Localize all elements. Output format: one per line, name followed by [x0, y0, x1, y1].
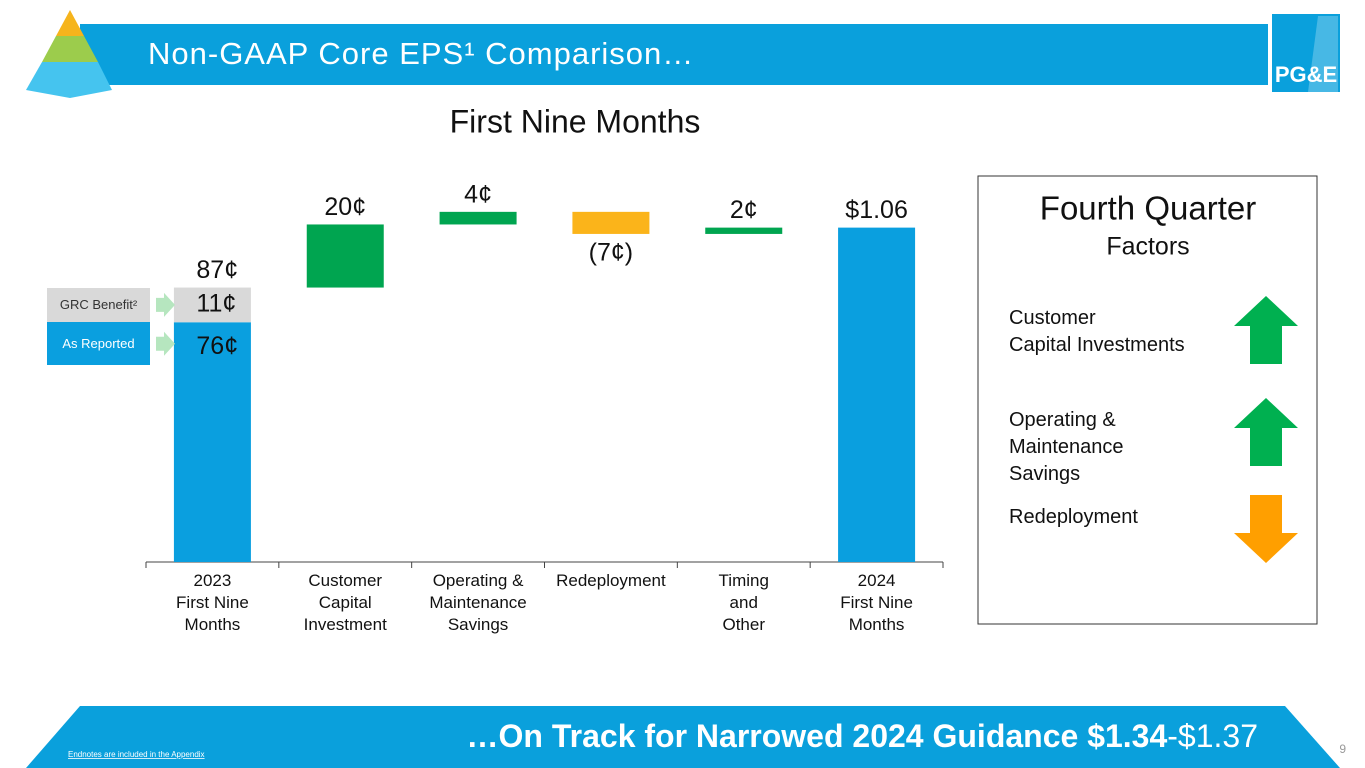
chart-title: First Nine Months [450, 103, 701, 139]
bar [705, 227, 783, 234]
bar [838, 227, 916, 563]
segment-label: 76¢ [196, 332, 238, 360]
segment-arrow [156, 292, 175, 317]
banner-bold: …On Track for Narrowed 2024 Guidance $1.… [467, 718, 1168, 754]
factors-title: Fourth Quarter [1040, 190, 1256, 227]
page-number: 9 [1339, 742, 1346, 756]
bar-segment [173, 322, 251, 562]
bar [439, 211, 517, 225]
x-tick-label: Redeployment [556, 571, 666, 590]
value-label: 4¢ [464, 180, 492, 208]
banner-rest: -$1.37 [1167, 718, 1258, 754]
x-tick-label: 2023 First Nine Months [176, 571, 249, 634]
x-tick-label: 2024 First Nine Months [840, 571, 913, 634]
logo [1272, 14, 1340, 92]
banner-text: …On Track for Narrowed 2024 Guidance $1.… [467, 718, 1258, 754]
bar [306, 224, 384, 288]
factors-subtitle: Factors [1106, 233, 1189, 261]
footnote: Endnotes are included in the Appendix [68, 750, 205, 759]
segment-name: GRC Benefit² [47, 287, 150, 323]
x-tick-label: Operating & Maintenance Savings [429, 571, 527, 634]
bar-segment [173, 287, 251, 323]
value-label: (7¢) [589, 239, 633, 267]
x-tick-label: Timing and Other [718, 571, 769, 634]
factor-label: Customer Capital Investments [1009, 307, 1185, 356]
factors-panel [977, 175, 1318, 625]
header-band [80, 24, 1268, 85]
segment-name: As Reported [47, 322, 150, 366]
factor-arrow [1234, 296, 1298, 364]
x-tick-label: Customer Capital Investment [303, 571, 387, 634]
value-label: 20¢ [324, 193, 366, 221]
value-label: 2¢ [730, 196, 758, 224]
factor-arrow [1234, 495, 1298, 563]
segment-label: 11¢ [196, 290, 236, 318]
value-label: $1.06 [845, 196, 908, 224]
logo-shape [1308, 16, 1338, 92]
logo-text: PG&E [1275, 62, 1337, 87]
segment-arrow [156, 331, 175, 356]
factor-label: Operating & Maintenance Savings [1009, 409, 1124, 485]
header-title: Non-GAAP Core EPS¹ Comparison… [148, 36, 694, 71]
factor-label: Redeployment [1009, 506, 1138, 528]
bottom-banner [26, 706, 1340, 768]
value-label: 87¢ [196, 256, 238, 284]
pyramid-icon [26, 10, 112, 98]
factor-arrow [1234, 398, 1298, 466]
bar [572, 211, 650, 234]
